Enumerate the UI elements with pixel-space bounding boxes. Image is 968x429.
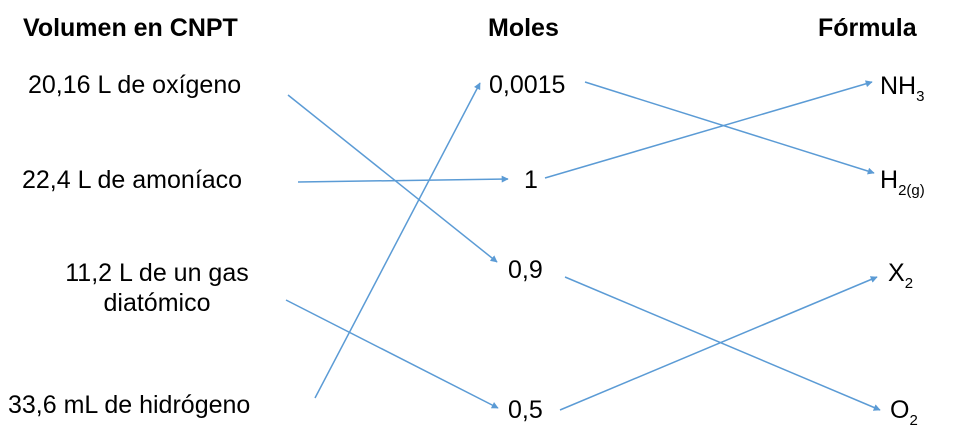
header-moles: Moles (488, 14, 559, 42)
formula-h2g-base: H (880, 166, 899, 194)
moles-0-5: 0,5 (508, 396, 543, 424)
formula-x2: X2 (888, 258, 913, 292)
arrow-diatomic-to-0-5 (285, 299, 499, 409)
formula-nh3: NH3 (880, 71, 924, 105)
arrow-1-to-nh3 (544, 80, 873, 179)
moles-0-9: 0,9 (508, 256, 543, 284)
formula-x2-sub: 2 (904, 275, 914, 292)
formula-x2-base: X (888, 259, 905, 287)
formula-o2-sub: 2 (909, 412, 918, 429)
arrow-hydrogen-to-0-0015 (314, 82, 481, 399)
header-formula: Fórmula (818, 14, 917, 42)
formula-o2-base: O (890, 396, 910, 424)
formula-h2g-sub: 2(g) (898, 182, 925, 199)
arrow-0-9-to-o2 (564, 276, 881, 411)
arrow-oxygen-to-0-9 (287, 94, 498, 263)
moles-0-0015: 0,0015 (489, 71, 566, 99)
formula-o2: O2 (890, 395, 918, 429)
formula-h2g: H2(g) (880, 165, 925, 199)
volume-diatomic-line1: 11,2 L de un gas (65, 259, 249, 287)
volume-oxygen: 20,16 L de oxígeno (28, 71, 242, 99)
arrow-ammonia-to-1 (297, 175, 509, 183)
volume-hydrogen: 33,6 mL de hidrógeno (8, 391, 251, 419)
formula-nh3-sub: 3 (916, 88, 925, 105)
formula-nh3-base: NH (880, 72, 917, 100)
volume-ammonia: 22,4 L de amoníaco (22, 166, 243, 194)
arrow-0-5-to-x2 (559, 276, 878, 411)
moles-1: 1 (524, 166, 538, 194)
header-volume: Volumen en CNPT (23, 14, 238, 42)
volume-diatomic-gas: 11,2 L de un gas diatómico (30, 258, 284, 318)
arrow-0-0015-to-h2g (584, 81, 875, 175)
volume-diatomic-line2: diatómico (103, 289, 211, 317)
